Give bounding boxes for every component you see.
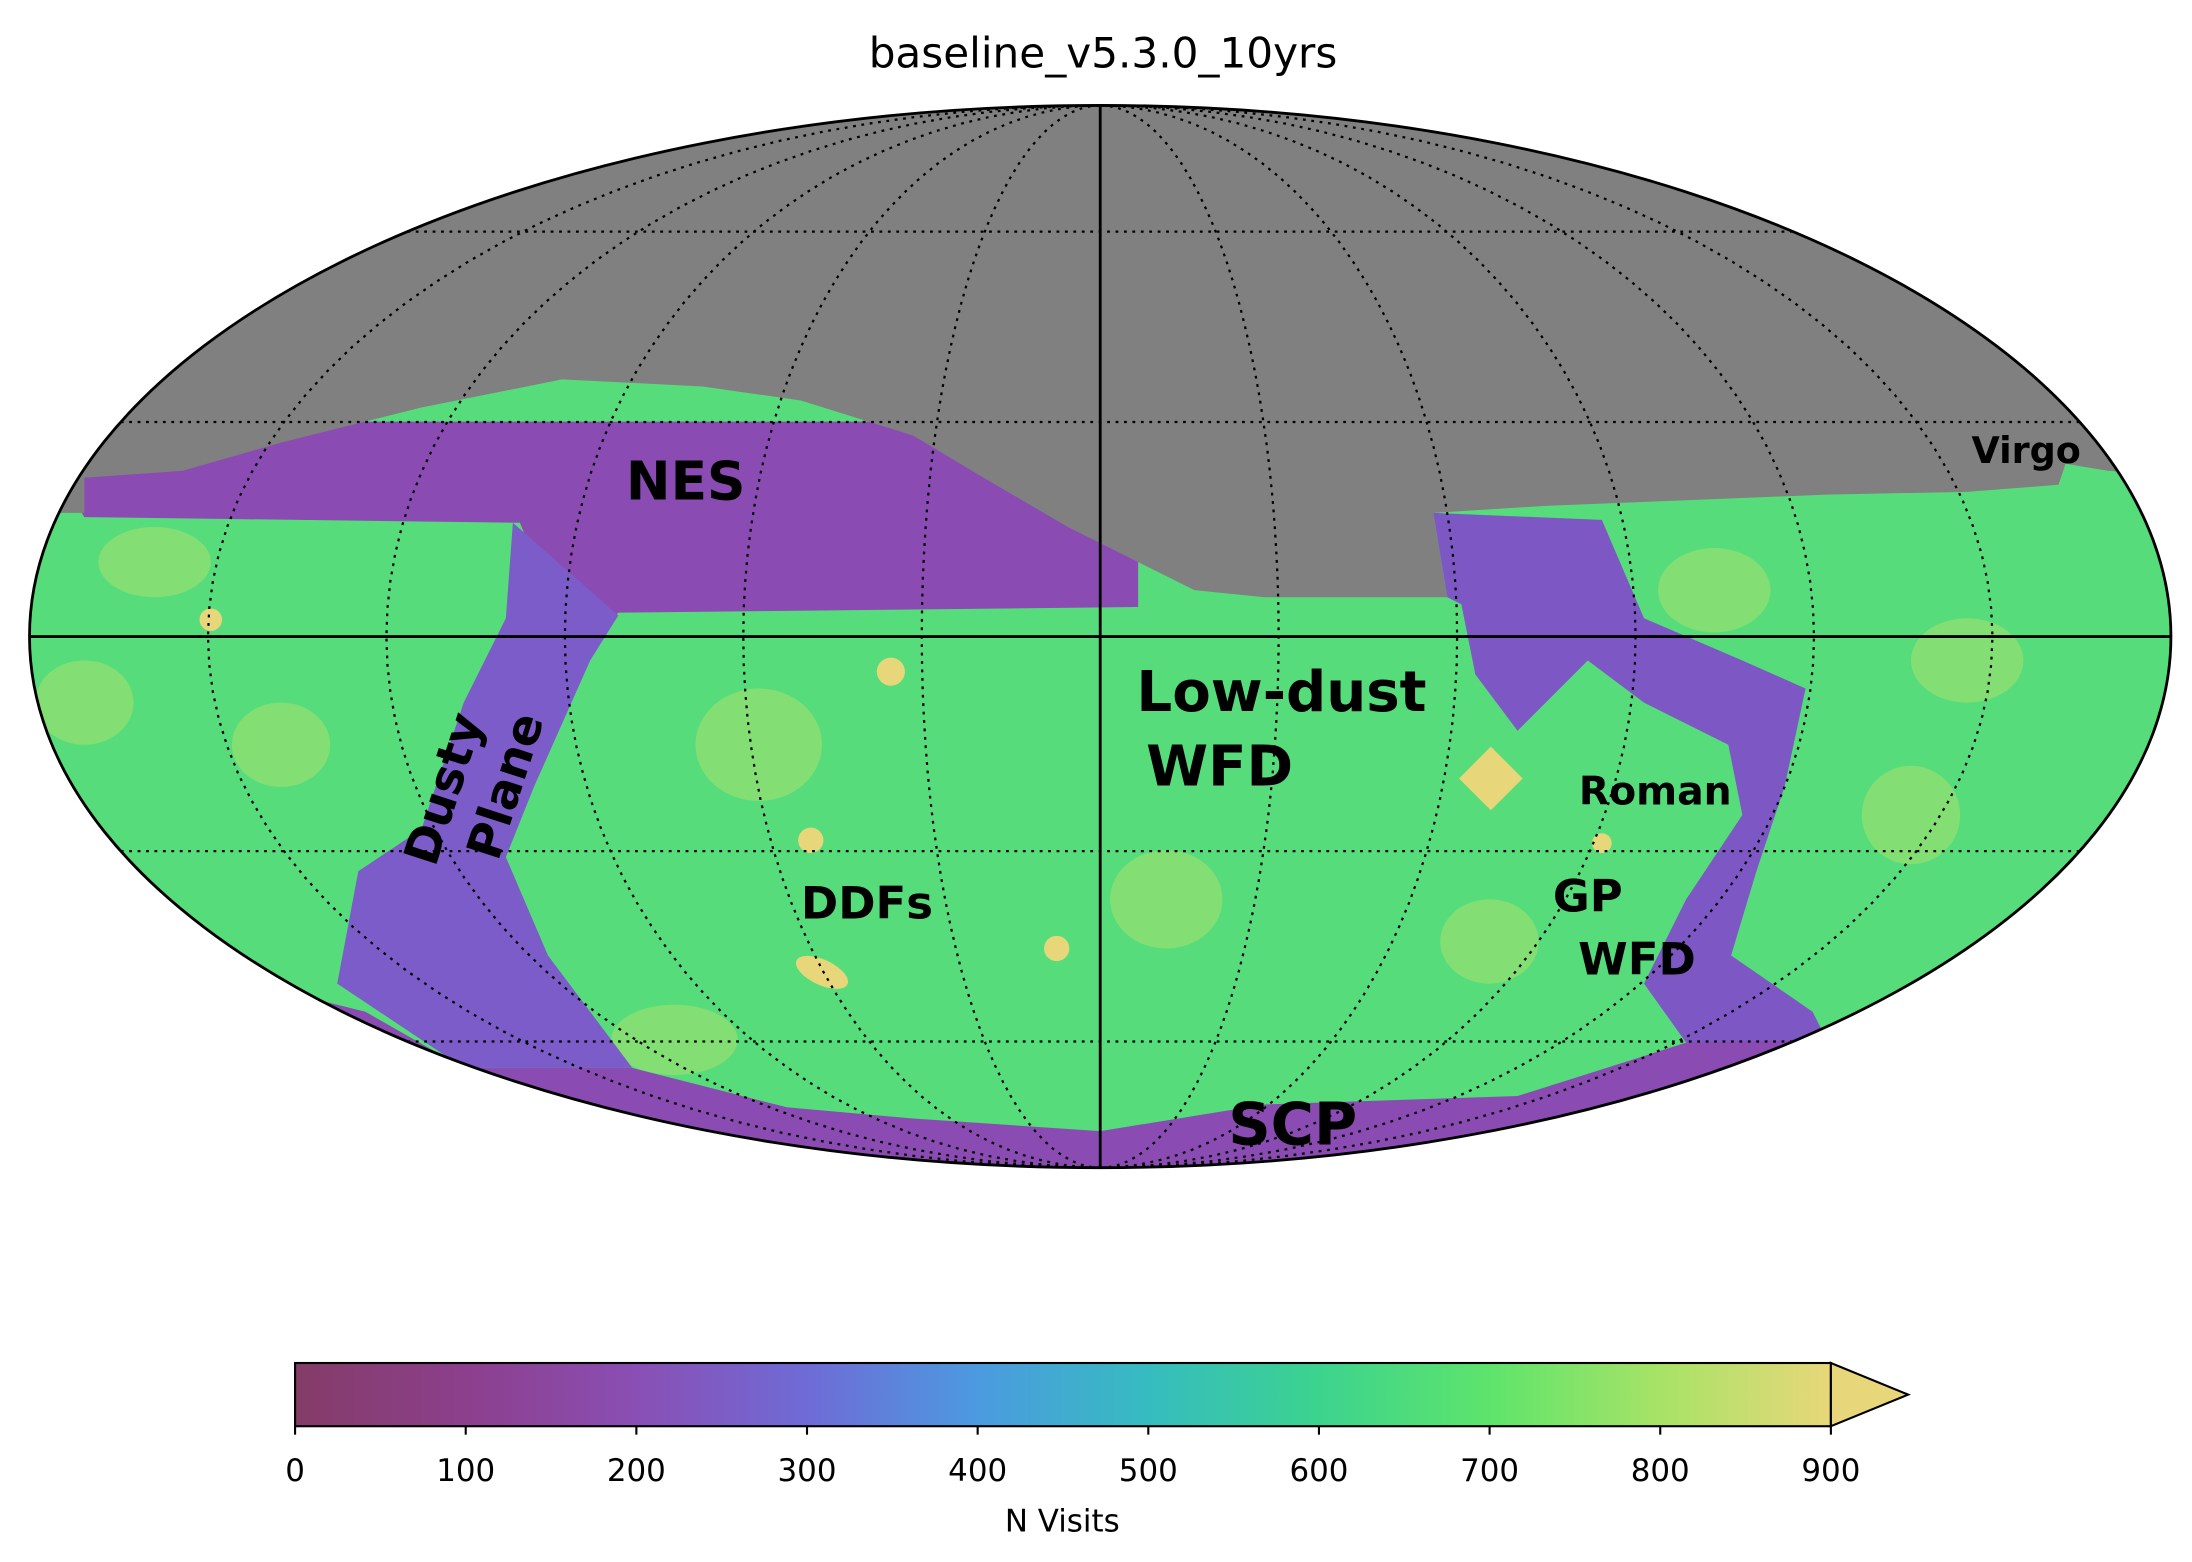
bright-patches — [35, 526, 2024, 1075]
colorbar-tick-label: 0 — [285, 1453, 305, 1489]
meridian — [1100, 104, 1459, 1169]
colorbar-tick-label: 100 — [436, 1453, 495, 1489]
colorbar-tick-label: 300 — [778, 1453, 837, 1489]
annotation: GP — [1553, 869, 1623, 922]
gp-wfd — [1433, 512, 1827, 1043]
annotation: Roman — [1579, 768, 1732, 814]
annotation: Virgo — [1972, 429, 2081, 472]
colorbar-tick-label: 400 — [948, 1453, 1007, 1489]
meridian — [1100, 104, 1637, 1169]
chart-title: baseline_v5.3.0_10yrs — [869, 29, 1338, 78]
annotation: SCP — [1228, 1089, 1357, 1158]
meridian — [742, 104, 1101, 1169]
colorbar-tick-label: 500 — [1119, 1453, 1178, 1489]
colorbar-tick-label: 700 — [1460, 1453, 1519, 1489]
colorbar-tick-label: 200 — [607, 1453, 666, 1489]
colorbar-label: N Visits — [1005, 1504, 1120, 1540]
annotation: Low-dust — [1136, 660, 1426, 725]
ddf-patches — [199, 608, 1612, 989]
colorbar-extension — [1829, 1361, 1911, 1428]
annotation: WFD — [1146, 735, 1293, 800]
nes-region — [29, 421, 1139, 661]
annotation: DDFs — [801, 876, 933, 929]
map-outline — [28, 104, 2173, 1170]
annotation: WFD — [1578, 933, 1696, 986]
sky-map — [29, 105, 2171, 1168]
meridian — [563, 104, 1101, 1169]
colorbar-tick-label: 600 — [1289, 1453, 1348, 1489]
dusty-plane — [337, 522, 633, 1068]
colorbar — [294, 1361, 1832, 1428]
annotation: NES — [626, 449, 746, 512]
colorbar-tick-label: 800 — [1631, 1453, 1690, 1489]
colorbar-tick-label: 900 — [1801, 1453, 1860, 1489]
